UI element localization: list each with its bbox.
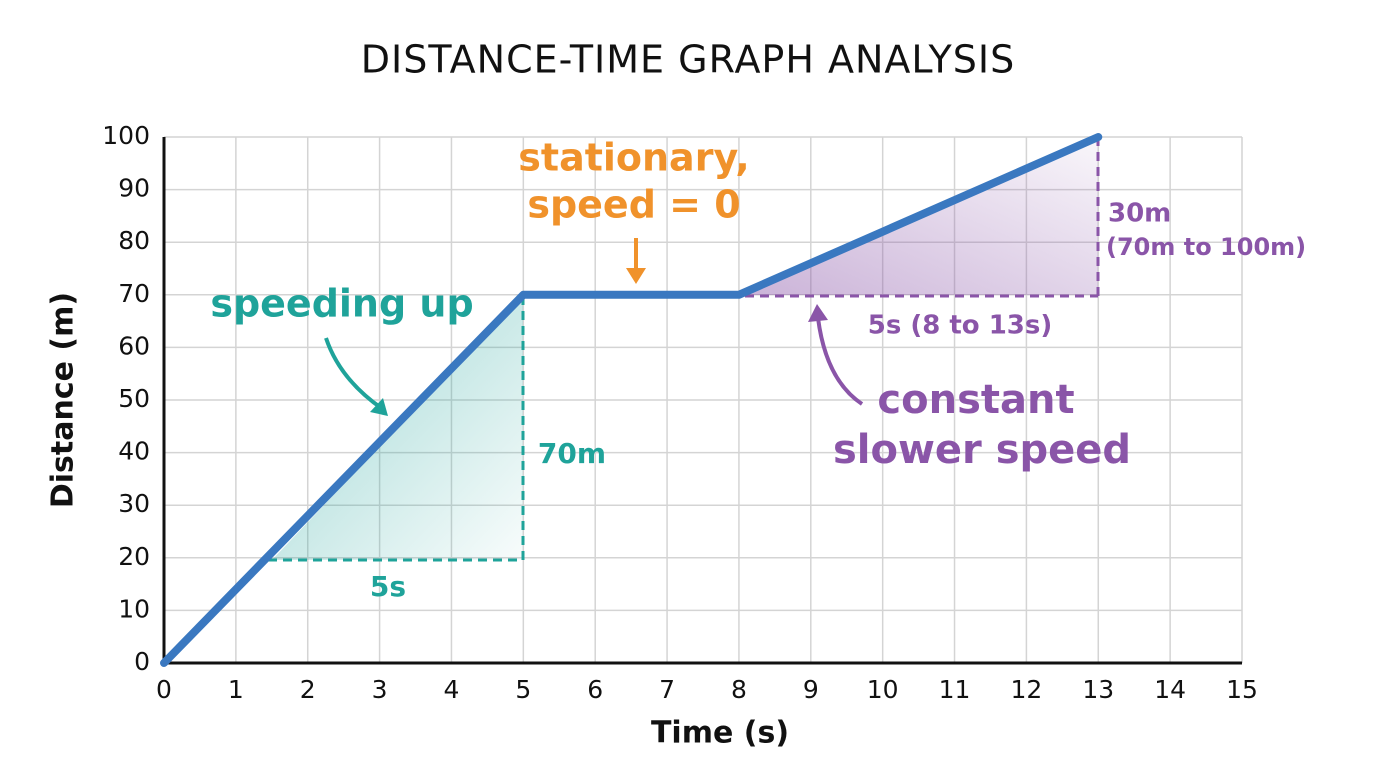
y-tick-label: 10: [118, 594, 150, 623]
x-axis-title: Time (s): [651, 716, 789, 751]
annotation: 30m: [1108, 199, 1171, 229]
annotation: 5s (8 to 13s): [868, 311, 1053, 341]
annotation: speeding up: [210, 282, 473, 326]
x-tick-label: 12: [1010, 675, 1042, 704]
data-line: [160, 133, 1103, 667]
x-tick-label: 15: [1226, 675, 1258, 704]
x-tick-label: 6: [587, 675, 603, 704]
x-tick-label: 10: [867, 675, 899, 704]
y-tick-label: 40: [118, 437, 150, 466]
y-tick-label: 20: [118, 542, 150, 571]
annotation: 5s: [370, 570, 406, 603]
arrow-head: [626, 268, 646, 284]
arrow: [324, 337, 386, 412]
y-tick-label: 70: [118, 279, 150, 308]
annotation: 70m: [538, 437, 606, 470]
y-tick-label: 100: [102, 121, 150, 150]
arrow: [816, 317, 864, 406]
arrow-head: [808, 304, 828, 322]
plot: [160, 133, 1103, 667]
y-tick-label: 80: [118, 226, 150, 255]
annotation: slower speed: [833, 427, 1131, 473]
annotation: speed = 0: [527, 183, 740, 227]
x-tick-label: 9: [803, 675, 819, 704]
x-tick-label: 3: [372, 675, 388, 704]
x-tick-label: 7: [659, 675, 675, 704]
y-tick-label: 30: [118, 489, 150, 518]
x-tick-label: 11: [939, 675, 971, 704]
guides: [268, 140, 1100, 562]
y-tick-label: 90: [118, 174, 150, 203]
y-tick-label: 0: [134, 647, 150, 676]
y-tick-label: 50: [118, 384, 150, 413]
y-axis-title: Distance (m): [46, 292, 81, 508]
x-tick-label: 13: [1082, 675, 1114, 704]
annotation: stationary,: [518, 136, 749, 180]
x-tick-label: 4: [444, 675, 460, 704]
x-tick-label: 5: [515, 675, 531, 704]
x-tick-label: 0: [156, 675, 172, 704]
x-tick-label: 1: [228, 675, 244, 704]
annotation: (70m to 100m): [1106, 233, 1306, 261]
x-tick-label: 8: [731, 675, 747, 704]
chart-title: DISTANCE-TIME GRAPH ANALYSIS: [361, 38, 1015, 82]
x-tick-label: 2: [300, 675, 316, 704]
arrow-head: [370, 398, 388, 416]
y-tick-label: 60: [118, 331, 150, 360]
x-tick-label: 14: [1154, 675, 1186, 704]
annotation: constant: [877, 377, 1074, 423]
